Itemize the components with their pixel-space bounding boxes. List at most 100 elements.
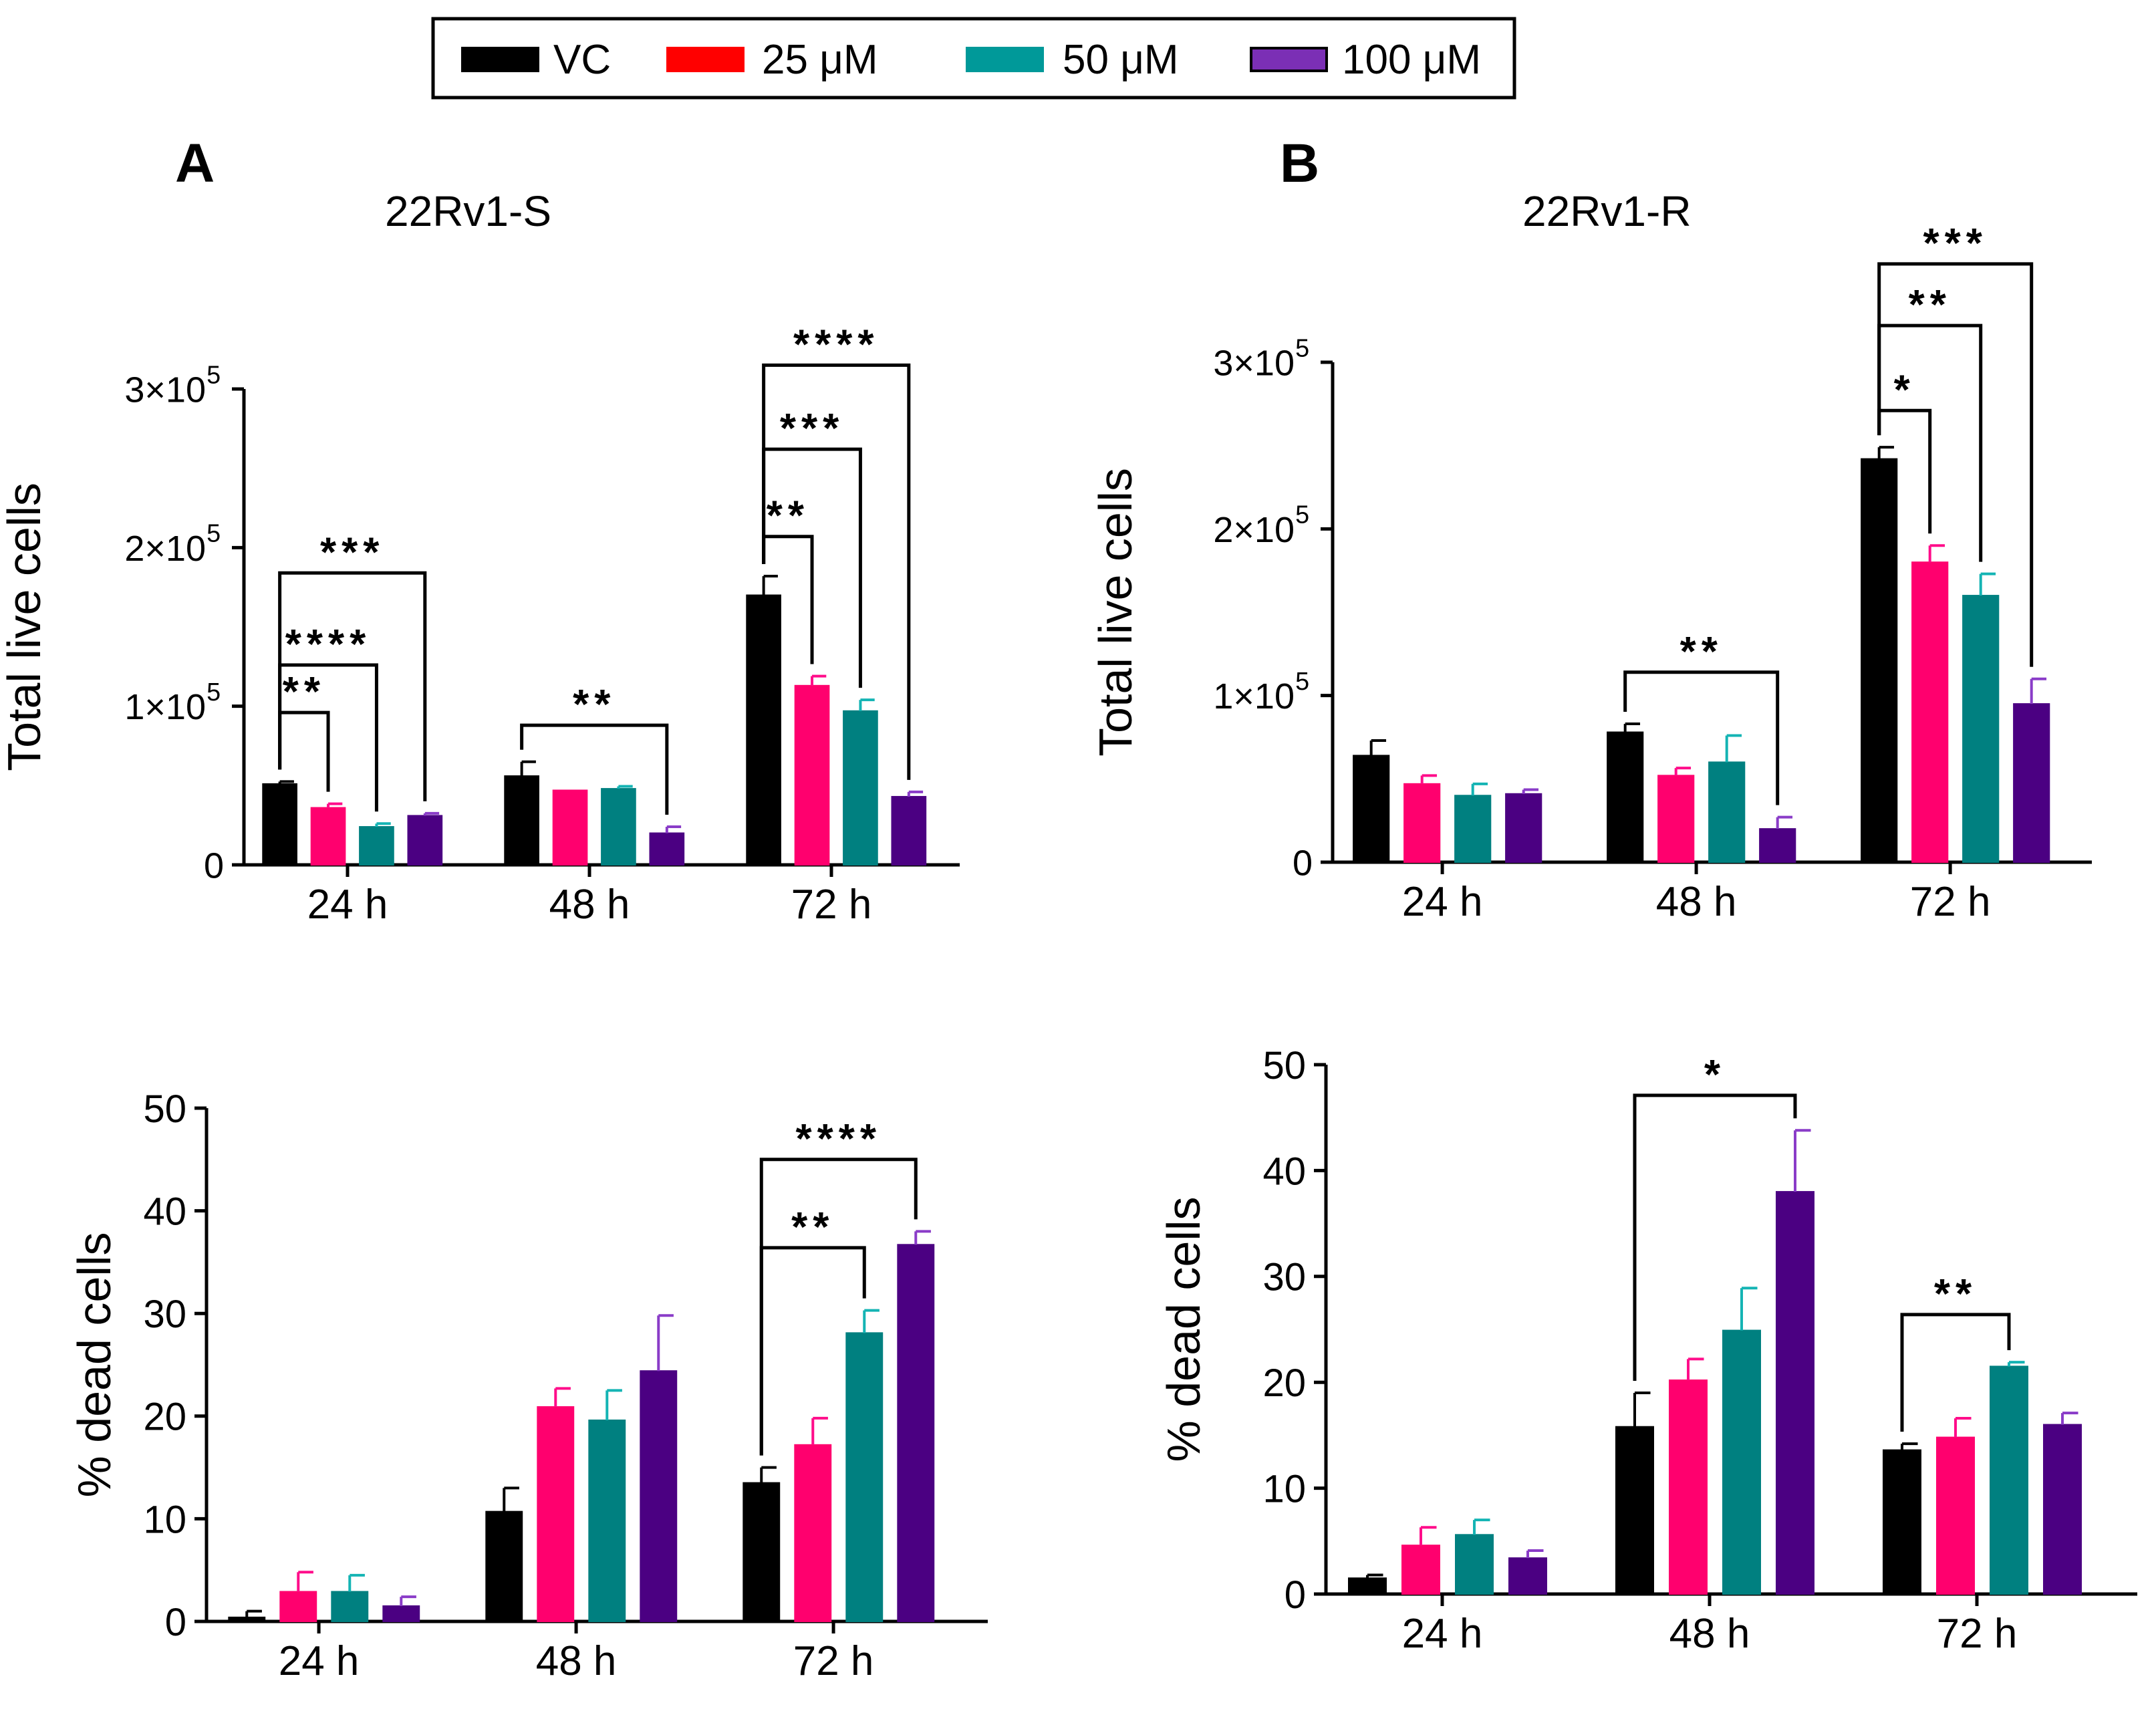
significance-bracket bbox=[1900, 1313, 2011, 1432]
bar bbox=[649, 832, 685, 866]
bar bbox=[794, 1444, 832, 1623]
x-tick-label: 72 h bbox=[1937, 1611, 2018, 1657]
significance-bracket bbox=[520, 723, 669, 815]
bar bbox=[1759, 828, 1796, 863]
x-tick-label: 48 h bbox=[1656, 879, 1737, 925]
legend-label-100um: 100 μM bbox=[1342, 37, 1481, 83]
significance-label: **** bbox=[793, 321, 880, 368]
y-tick-label: 30 bbox=[143, 1293, 186, 1336]
bar bbox=[382, 1605, 420, 1622]
significance-label: * bbox=[1894, 367, 1915, 413]
legend-label-vc: VC bbox=[553, 37, 611, 83]
y-tick-label: 2×10 bbox=[1213, 510, 1295, 550]
y-tick-label: 10 bbox=[143, 1498, 186, 1541]
y-tick-label: 40 bbox=[1262, 1150, 1306, 1193]
significance-bracket bbox=[1623, 670, 1780, 805]
bar bbox=[2043, 1424, 2082, 1595]
x-tick-label: 24 h bbox=[307, 882, 388, 928]
bar bbox=[1508, 1557, 1547, 1595]
significance-bracket bbox=[762, 363, 911, 780]
bar bbox=[1454, 795, 1492, 864]
significance-label: ** bbox=[283, 669, 325, 715]
significance-label: *** bbox=[780, 406, 844, 452]
bar bbox=[640, 1370, 678, 1623]
y-tick-label: 0 bbox=[1293, 843, 1313, 883]
bar bbox=[845, 1332, 884, 1623]
significance-label: *** bbox=[1923, 221, 1988, 267]
bar bbox=[331, 1591, 369, 1623]
significance-bracket bbox=[1877, 262, 2034, 667]
y-axis-label: Total live cells bbox=[1089, 468, 1141, 757]
y-tick-label: 3×10 bbox=[124, 370, 206, 410]
significance-bracket bbox=[1633, 1093, 1797, 1381]
y-tick-label: 2×10 bbox=[124, 529, 206, 569]
bar bbox=[843, 710, 878, 866]
significance-bracket bbox=[278, 571, 427, 801]
legend-item-25um: 25 μM bbox=[666, 37, 878, 83]
bar bbox=[1657, 775, 1695, 864]
legend-item-100um: 100 μM bbox=[1250, 37, 1481, 83]
y-tick-label: 0 bbox=[204, 845, 224, 886]
y-tick-exponent: 5 bbox=[207, 361, 221, 389]
significance-label: ** bbox=[791, 1204, 834, 1250]
bar bbox=[279, 1591, 317, 1623]
bar bbox=[743, 1482, 781, 1622]
bar bbox=[228, 1616, 266, 1622]
y-axis-label: Total live cells bbox=[0, 483, 50, 771]
y-tick-label: 1×10 bbox=[124, 687, 206, 727]
significance-label: **** bbox=[796, 1116, 882, 1162]
x-tick-label: 72 h bbox=[791, 882, 872, 928]
bar bbox=[262, 783, 297, 866]
bar bbox=[1990, 1365, 2028, 1595]
bar bbox=[897, 1244, 935, 1622]
y-tick-label: 50 bbox=[1262, 1044, 1306, 1087]
bar bbox=[310, 807, 346, 866]
bar bbox=[407, 815, 443, 866]
bar bbox=[1353, 755, 1390, 863]
x-tick-label: 48 h bbox=[1669, 1611, 1750, 1657]
legend-label-50um: 50 μM bbox=[1063, 37, 1179, 83]
legend-swatch-50um bbox=[966, 47, 1044, 72]
y-tick-label: 10 bbox=[1262, 1467, 1306, 1510]
bar bbox=[1401, 1545, 1440, 1595]
significance-bracket bbox=[278, 710, 330, 792]
y-tick-exponent: 5 bbox=[207, 678, 221, 706]
legend-label-25um: 25 μM bbox=[762, 37, 878, 83]
legend-swatch-100um bbox=[1250, 47, 1328, 72]
bar bbox=[1962, 595, 2000, 863]
bar bbox=[1911, 561, 1949, 863]
y-tick-label: 0 bbox=[165, 1601, 186, 1644]
panel-title-a: 22Rv1-S bbox=[385, 187, 551, 235]
y-tick-label: 50 bbox=[143, 1087, 186, 1131]
x-tick-label: 72 h bbox=[793, 1638, 874, 1684]
x-tick-label: 24 h bbox=[1402, 1611, 1483, 1657]
legend: VC 25 μM 50 μM 100 μM bbox=[431, 17, 1516, 100]
significance-label: ** bbox=[1680, 629, 1723, 675]
bar bbox=[552, 789, 588, 866]
bar bbox=[1861, 458, 1898, 863]
panel-title-b: 22Rv1-R bbox=[1522, 187, 1692, 235]
bar bbox=[1936, 1436, 1975, 1595]
bar bbox=[1669, 1379, 1708, 1595]
bar bbox=[1776, 1191, 1814, 1595]
bar bbox=[537, 1406, 575, 1623]
y-tick-label: 1×10 bbox=[1213, 676, 1295, 716]
y-tick-label: 20 bbox=[1262, 1361, 1306, 1405]
bar bbox=[1722, 1329, 1761, 1595]
bar bbox=[1505, 793, 1542, 863]
panel-letter-b: B bbox=[1280, 133, 1319, 194]
bar bbox=[2013, 703, 2050, 863]
panel-letter-a: A bbox=[175, 133, 215, 194]
bar bbox=[359, 826, 394, 866]
bar bbox=[588, 1419, 626, 1623]
y-tick-label: 20 bbox=[143, 1396, 186, 1439]
y-tick-exponent: 5 bbox=[1295, 668, 1309, 696]
bar bbox=[504, 775, 539, 866]
legend-swatch-25um bbox=[666, 47, 745, 72]
x-tick-label: 48 h bbox=[549, 882, 630, 928]
bar bbox=[1883, 1449, 1921, 1595]
significance-label: ** bbox=[573, 682, 616, 728]
